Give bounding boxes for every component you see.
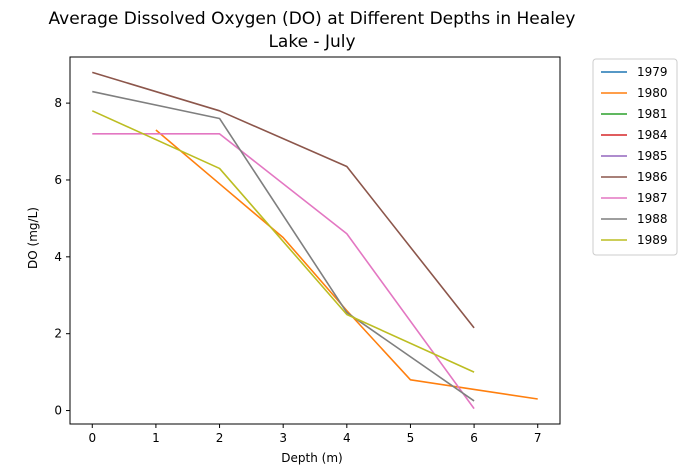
y-tick-label: 8 xyxy=(54,96,62,110)
series-line-1987 xyxy=(92,133,475,410)
x-tick-label: 1 xyxy=(152,431,160,445)
chart-title-line-2: Lake - July xyxy=(268,32,355,52)
series-line-1988 xyxy=(92,90,475,402)
legend: 1979 1980 1981 1984 1985 1986 1987 1988 1989 xyxy=(592,58,678,256)
x-tick-label: 3 xyxy=(279,431,287,445)
series-line-1989 xyxy=(91,110,475,373)
x-axis-ticks: 0 1 2 3 4 5 6 7 xyxy=(88,424,542,445)
x-tick-label: 6 xyxy=(470,431,478,445)
series-line-1980 xyxy=(155,129,538,400)
legend-label-1985: 1985 xyxy=(637,149,668,163)
chart-title-line-1: Average Dissolved Oxygen (DO) at Differe… xyxy=(49,9,576,29)
x-tick-label: 0 xyxy=(88,431,96,445)
y-axis-ticks: 0 2 4 6 8 xyxy=(54,96,70,418)
x-tick-label: 5 xyxy=(407,431,415,445)
legend-label-1986: 1986 xyxy=(637,170,668,184)
series-lines xyxy=(91,71,538,410)
y-tick-label: 4 xyxy=(54,250,62,264)
legend-label-1979: 1979 xyxy=(637,65,668,79)
legend-label-1984: 1984 xyxy=(637,128,668,142)
legend-frame xyxy=(592,58,678,256)
plot-area xyxy=(69,56,561,425)
legend-label-1988: 1988 xyxy=(637,212,668,226)
x-tick-label: 2 xyxy=(216,431,224,445)
chart-title: Average Dissolved Oxygen (DO) at Differe… xyxy=(49,9,576,52)
legend-items: 1979 1980 1981 1984 1985 1986 1987 1988 1989 xyxy=(601,65,668,247)
legend-label-1980: 1980 xyxy=(637,86,668,100)
y-tick-label: 6 xyxy=(54,173,62,187)
x-axis-label: Depth (m) xyxy=(281,451,342,465)
plot-frame xyxy=(69,56,561,425)
x-tick-label: 4 xyxy=(343,431,351,445)
y-axis-label: DO (mg/L) xyxy=(26,207,40,269)
legend-label-1987: 1987 xyxy=(637,191,668,205)
x-tick-label: 7 xyxy=(534,431,542,445)
series-line-1986 xyxy=(92,71,475,329)
legend-label-1989: 1989 xyxy=(637,233,668,247)
y-tick-label: 0 xyxy=(54,404,62,418)
y-tick-label: 2 xyxy=(54,327,62,341)
legend-label-1981: 1981 xyxy=(637,107,668,121)
